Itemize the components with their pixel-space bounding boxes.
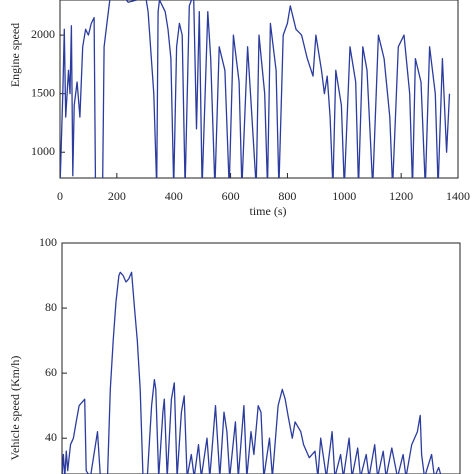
data-line	[62, 271, 442, 474]
y-tick-label: 100	[39, 235, 57, 249]
y-tick-label: 2000	[31, 27, 55, 41]
y-axis-label: Vehicle speed (Km/h)	[8, 356, 22, 461]
x-tick-label: 1400	[446, 189, 470, 203]
y-tick-label: 1500	[31, 85, 55, 99]
x-tick-label: 600	[222, 189, 240, 203]
y-axis-label: Engine speed	[8, 23, 22, 87]
plot-frame	[59, 0, 459, 179]
y-tick-label: 1000	[31, 144, 55, 158]
x-tick-label: 0	[57, 189, 63, 203]
plot-frame	[61, 242, 461, 474]
y-tick-label: 40	[45, 430, 57, 444]
plot	[60, 0, 451, 178]
x-tick-label: 1000	[332, 189, 356, 203]
y-tick-label: 80	[45, 300, 57, 314]
x-tick-label: 400	[165, 189, 183, 203]
x-tick-label: 200	[108, 189, 126, 203]
plot	[62, 271, 442, 474]
x-axis-label: time (s)	[250, 204, 287, 218]
x-tick-label: 800	[278, 189, 296, 203]
x-tick-label: 1200	[389, 189, 413, 203]
data-line	[60, 0, 451, 178]
y-tick-label: 60	[45, 365, 57, 379]
